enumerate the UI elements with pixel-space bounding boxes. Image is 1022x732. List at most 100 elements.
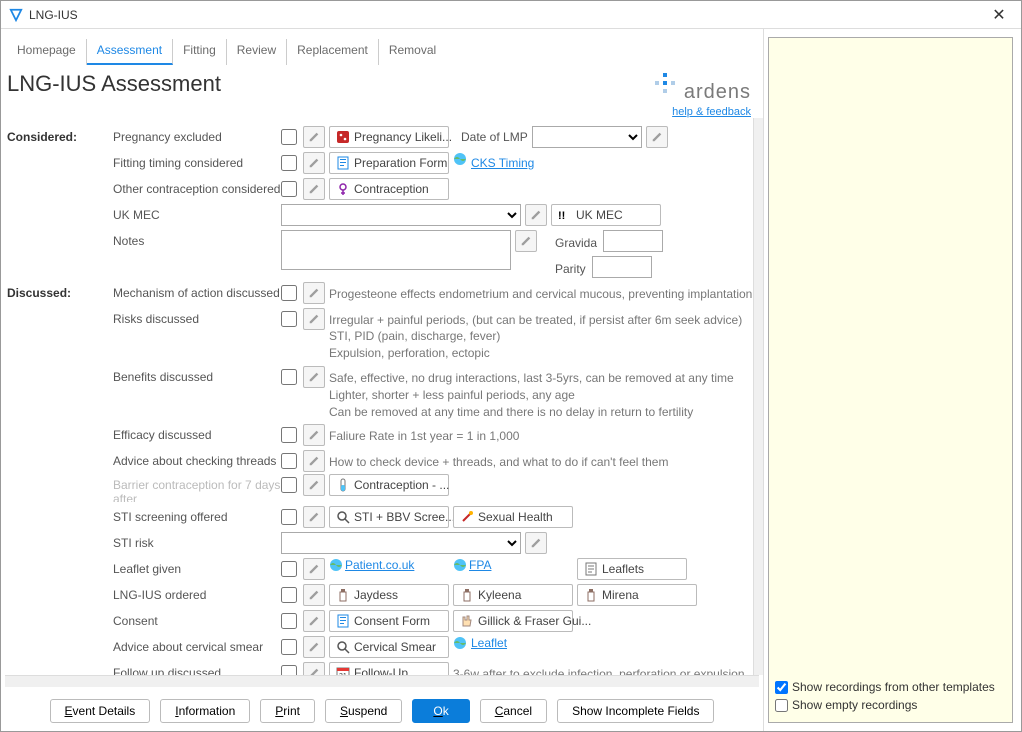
input-parity[interactable] xyxy=(592,256,652,278)
edit-button[interactable] xyxy=(303,308,325,330)
edit-button[interactable] xyxy=(303,558,325,580)
chip-leaflets[interactable]: Leaflets xyxy=(577,558,687,580)
exclaim-icon: !! xyxy=(558,208,572,222)
globe-icon xyxy=(453,558,467,572)
chip-sexual-health[interactable]: Sexual Health xyxy=(453,506,573,528)
tab-assessment[interactable]: Assessment xyxy=(87,39,173,65)
edit-button[interactable] xyxy=(303,662,325,675)
checkbox-2[interactable] xyxy=(281,181,297,197)
female-icon xyxy=(336,182,350,196)
checkbox-0[interactable] xyxy=(281,129,297,145)
footer-suspend-button[interactable]: Suspend xyxy=(325,699,402,723)
chip-mirena[interactable]: Mirena xyxy=(577,584,697,606)
edit-button[interactable] xyxy=(303,366,325,388)
checkbox-d3[interactable] xyxy=(281,427,297,443)
edit-button[interactable] xyxy=(303,636,325,658)
checkbox-1[interactable] xyxy=(281,155,297,171)
checkbox-d11[interactable] xyxy=(281,639,297,655)
checkbox-d1[interactable] xyxy=(281,311,297,327)
checkbox-d9[interactable] xyxy=(281,587,297,603)
link-fpa[interactable]: FPA xyxy=(469,558,491,572)
section-label-discussed xyxy=(7,474,113,478)
chip-follow-up[interactable]: 31Follow-Up xyxy=(329,662,449,675)
chip-uk-mec[interactable]: !!UK MEC xyxy=(551,204,661,226)
edit-button[interactable] xyxy=(303,178,325,200)
tab-review[interactable]: Review xyxy=(227,39,287,65)
close-button[interactable]: ✕ xyxy=(985,5,1013,25)
checkbox-d8[interactable] xyxy=(281,561,297,577)
section-label-considered xyxy=(7,152,113,156)
info-text: Progesteone effects endometrium and cerv… xyxy=(329,282,759,303)
field-label-gravida: Gravida xyxy=(555,232,597,250)
tab-removal[interactable]: Removal xyxy=(379,39,446,65)
edit-button[interactable] xyxy=(525,532,547,554)
app-window: LNG-IUS ✕ HomepageAssessmentFittingRevie… xyxy=(0,0,1022,732)
edit-button[interactable] xyxy=(646,126,668,148)
edit-button[interactable] xyxy=(303,126,325,148)
tab-homepage[interactable]: Homepage xyxy=(7,39,87,65)
checkbox-d10[interactable] xyxy=(281,613,297,629)
edit-button[interactable] xyxy=(303,282,325,304)
link-leaflet[interactable]: Leaflet xyxy=(471,636,507,650)
chip-contraception[interactable]: Contraception xyxy=(329,178,449,200)
checkbox-d2[interactable] xyxy=(281,369,297,385)
checkbox-d6[interactable] xyxy=(281,509,297,525)
show-empty-recordings-checkbox[interactable]: Show empty recordings xyxy=(775,698,1006,712)
item-label: Risks discussed xyxy=(113,308,281,326)
edit-button[interactable] xyxy=(303,152,325,174)
checkbox-d4[interactable] xyxy=(281,453,297,469)
page-title: LNG-IUS Assessment xyxy=(7,71,653,97)
bottle-icon xyxy=(460,588,474,602)
edit-button[interactable] xyxy=(303,474,325,496)
chip-pregnancy-likeli-[interactable]: Pregnancy Likeli... xyxy=(329,126,449,148)
tab-replacement[interactable]: Replacement xyxy=(287,39,379,65)
chip-sti-bbv-scree-[interactable]: STI + BBV Scree... xyxy=(329,506,449,528)
edit-button[interactable] xyxy=(303,424,325,446)
input-gravida[interactable] xyxy=(603,230,663,252)
chip-kyleena[interactable]: Kyleena xyxy=(453,584,573,606)
item-label: Other contraception considered xyxy=(113,178,281,196)
help-feedback-link[interactable]: help & feedback xyxy=(653,106,751,118)
footer-print-button[interactable]: Print xyxy=(260,699,315,723)
chip-preparation-form[interactable]: Preparation Form xyxy=(329,152,449,174)
show-other-templates-checkbox[interactable]: Show recordings from other templates xyxy=(775,680,1006,694)
checkbox-d0[interactable] xyxy=(281,285,297,301)
item-label: Advice about checking threads xyxy=(113,450,281,468)
chip-contraception-[interactable]: Contraception - ... xyxy=(329,474,449,496)
section-label-discussed xyxy=(7,610,113,614)
footer-event-details-button[interactable]: Event Details xyxy=(50,699,151,723)
tab-fitting[interactable]: Fitting xyxy=(173,39,227,65)
svg-text:31: 31 xyxy=(339,673,347,675)
notes-textarea[interactable] xyxy=(281,230,511,270)
link-patient-co-uk[interactable]: Patient.co.uk xyxy=(345,558,414,572)
footer-ok-button[interactable]: Ok xyxy=(412,699,469,723)
edit-button[interactable] xyxy=(303,610,325,632)
footer-show-incomplete-fields-button[interactable]: Show Incomplete Fields xyxy=(557,699,714,723)
chip-cervical-smear[interactable]: Cervical Smear xyxy=(329,636,449,658)
item-label: Follow up discussed xyxy=(113,662,281,675)
scrollbar-vertical[interactable] xyxy=(753,118,763,675)
lmp-date-select[interactable] xyxy=(532,126,642,148)
item-label: Notes xyxy=(113,230,281,248)
chip-jaydess[interactable]: Jaydess xyxy=(329,584,449,606)
checkbox-d5[interactable] xyxy=(281,477,297,493)
footer-cancel-button[interactable]: Cancel xyxy=(480,699,547,723)
scrollbar-horizontal[interactable] xyxy=(5,675,759,687)
edit-button[interactable] xyxy=(525,204,547,226)
edit-button[interactable] xyxy=(303,584,325,606)
section-label-discussed xyxy=(7,424,113,428)
select-uk-mec[interactable] xyxy=(281,204,521,226)
checkbox-d12[interactable] xyxy=(281,665,297,675)
edit-button[interactable] xyxy=(515,230,537,252)
link-cks-timing[interactable]: CKS Timing xyxy=(471,152,534,170)
section-label-discussed xyxy=(7,308,113,312)
chip-consent-form[interactable]: Consent Form xyxy=(329,610,449,632)
info-text: Faliure Rate in 1st year = 1 in 1,000 xyxy=(329,424,759,445)
footer-information-button[interactable]: Information xyxy=(160,699,250,723)
item-label: Fitting timing considered xyxy=(113,152,281,170)
select-sti-risk[interactable] xyxy=(281,532,521,554)
chip-gillick-fraser-gui-[interactable]: Gillick & Fraser Gui... xyxy=(453,610,573,632)
edit-button[interactable] xyxy=(303,450,325,472)
brand-block: ardens help & feedback xyxy=(653,71,751,118)
edit-button[interactable] xyxy=(303,506,325,528)
